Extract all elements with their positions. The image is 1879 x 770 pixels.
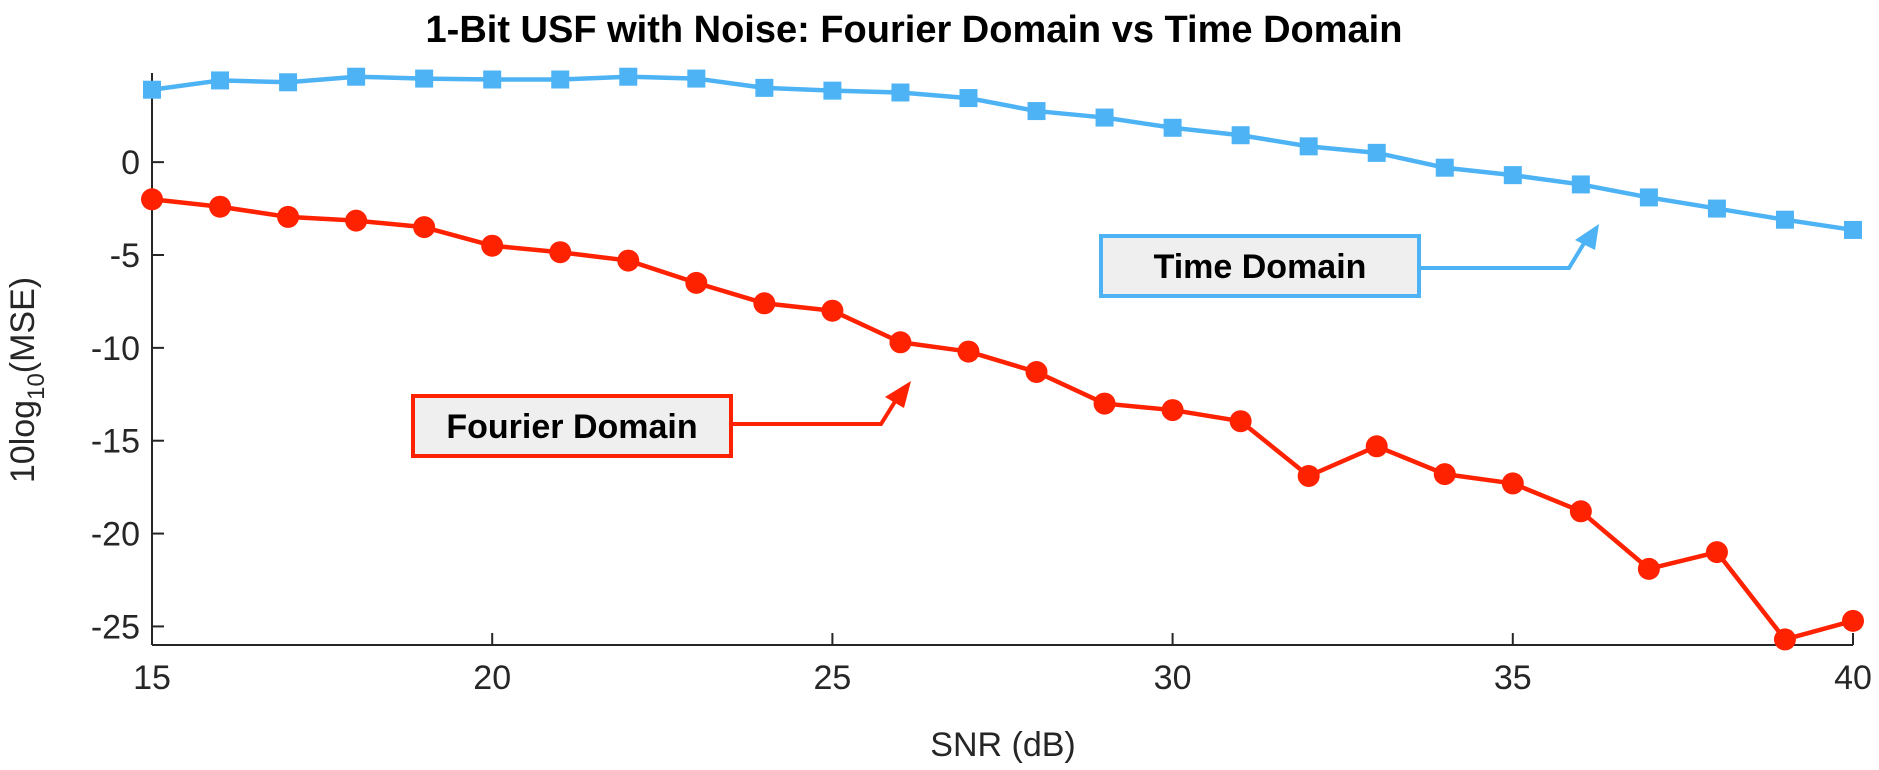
time-domain-point xyxy=(1844,220,1862,239)
time-domain-annotation: Time Domain xyxy=(1099,224,1599,298)
time-domain-point xyxy=(1503,166,1522,185)
fourier-domain-point xyxy=(753,292,776,315)
time-domain-point xyxy=(619,67,638,86)
fourier-domain-point xyxy=(957,340,980,363)
y-tick-label: -5 xyxy=(110,237,140,275)
x-tick-label: 35 xyxy=(1494,659,1532,697)
fourier-domain-annotation: Fourier Domain xyxy=(411,381,911,458)
time-domain-point xyxy=(1095,108,1114,127)
fourier-domain-point xyxy=(821,299,844,322)
fourier-domain-point xyxy=(549,241,572,264)
y-tick-label: -10 xyxy=(91,330,140,368)
time-domain-point xyxy=(483,70,502,89)
y-axis-label: 10log10(MSE) xyxy=(4,277,50,483)
time-domain-point xyxy=(1231,126,1250,145)
fourier-domain-point xyxy=(1025,361,1048,383)
time-domain-point xyxy=(415,69,434,88)
fourier-domain-point xyxy=(1433,463,1456,486)
fourier-domain-point xyxy=(1501,472,1524,495)
fourier-domain-point xyxy=(413,216,436,239)
fourier-domain-point xyxy=(481,234,504,257)
x-tick-label: 25 xyxy=(813,659,851,697)
x-tick-label: 15 xyxy=(133,659,171,697)
fourier-domain-point xyxy=(889,331,912,354)
x-tick-label: 40 xyxy=(1834,659,1872,697)
time-domain-line xyxy=(151,74,1854,233)
x-axis-label: SNR (dB) xyxy=(930,726,1075,764)
series-markers xyxy=(141,67,1864,651)
time-domain-point xyxy=(687,69,706,88)
fourier-domain-point xyxy=(141,188,163,211)
time-domain-point xyxy=(1299,137,1318,156)
fourier-domain-point xyxy=(1637,557,1660,580)
fourier-domain-point xyxy=(1229,410,1252,433)
time-domain-point xyxy=(959,89,978,108)
time-domain-point xyxy=(347,67,366,86)
fourier-domain-point xyxy=(1365,435,1388,458)
time-domain-point xyxy=(1775,210,1794,229)
time-domain-point xyxy=(1163,118,1182,137)
fourier-domain-point xyxy=(1705,541,1728,564)
fourier-domain-point xyxy=(1773,628,1796,651)
time-domain-point xyxy=(755,78,774,97)
x-tick-label: 30 xyxy=(1154,659,1192,697)
fourier-domain-arrow-head xyxy=(885,381,911,408)
time-domain-point xyxy=(1435,158,1454,177)
time-domain-point xyxy=(279,73,298,92)
fourier-domain-arrow-line xyxy=(731,398,898,426)
y-axis-label-subscript: 10 xyxy=(23,373,50,400)
plot-axes xyxy=(151,73,1853,646)
fourier-domain-point xyxy=(1297,465,1320,487)
time-domain-point xyxy=(211,71,230,90)
time-domain-arrow-line xyxy=(1419,238,1588,270)
tick-group: 15 20 25 30 35 40 0 -5 -10 -15 -20 -25 xyxy=(91,144,1872,697)
time-domain-point xyxy=(823,81,842,100)
time-domain-point xyxy=(551,70,570,89)
y-tick-label: -25 xyxy=(91,608,140,646)
y-axis-label-main: 10log xyxy=(4,400,42,483)
time-domain-arrow-head xyxy=(1575,224,1599,250)
series-lines xyxy=(151,74,1854,642)
y-tick-label: -15 xyxy=(91,423,140,461)
fourier-domain-point xyxy=(1161,399,1184,422)
fourier-domain-point xyxy=(685,271,708,294)
time-domain-point xyxy=(1639,188,1658,207)
y-axis-label-tail: (MSE) xyxy=(4,277,42,373)
time-domain-point xyxy=(1707,199,1726,218)
fourier-domain-line xyxy=(151,197,1854,642)
time-domain-point xyxy=(143,80,161,99)
y-tick-label: -20 xyxy=(91,516,140,554)
time-domain-point xyxy=(1027,102,1046,121)
fourier-domain-point xyxy=(617,249,640,272)
time-domain-point xyxy=(1367,143,1386,162)
fourier-domain-point xyxy=(1569,500,1592,523)
fourier-domain-label: Fourier Domain xyxy=(446,408,697,446)
time-domain-label: Time Domain xyxy=(1154,248,1367,286)
y-tick-label: 0 xyxy=(121,144,140,182)
fourier-domain-point xyxy=(1842,609,1864,632)
fourier-domain-point xyxy=(345,209,368,232)
x-tick-label: 20 xyxy=(473,659,511,697)
fourier-domain-point xyxy=(209,195,232,218)
time-domain-point xyxy=(1571,175,1590,194)
time-domain-point xyxy=(891,83,910,102)
fourier-domain-point xyxy=(1093,392,1116,415)
fourier-domain-point xyxy=(277,205,300,228)
chart-title: 1-Bit USF with Noise: Fourier Domain vs … xyxy=(426,9,1403,51)
